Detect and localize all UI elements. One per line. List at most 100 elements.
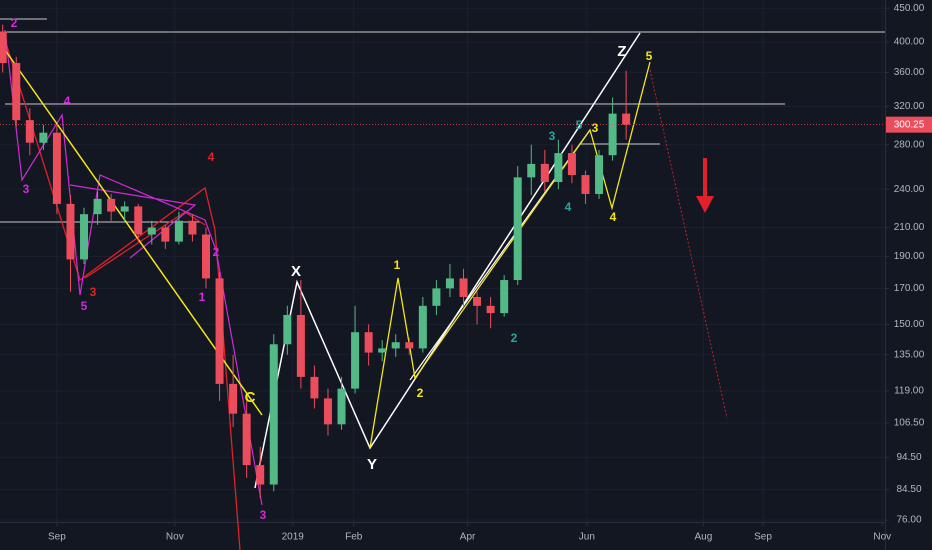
candle-body bbox=[432, 288, 441, 306]
candle-body bbox=[147, 227, 156, 235]
last-price-label: 300.25 bbox=[894, 119, 925, 130]
y-tick-label: 170.00 bbox=[894, 283, 925, 294]
candle-body bbox=[120, 206, 129, 212]
wave-label: 1 bbox=[199, 290, 206, 304]
candle-body bbox=[405, 342, 414, 349]
candle-body bbox=[229, 383, 238, 414]
candle-body bbox=[364, 332, 373, 353]
wave-line bbox=[4, 29, 263, 506]
candle-body bbox=[486, 305, 495, 314]
x-tick-label: Sep bbox=[48, 532, 66, 543]
candle-body bbox=[622, 113, 631, 125]
wave-label: 4 bbox=[565, 200, 572, 214]
candles bbox=[0, 24, 631, 499]
wave-line bbox=[369, 61, 651, 449]
y-tick-label: 280.00 bbox=[894, 139, 925, 150]
y-tick-label: 94.50 bbox=[896, 452, 921, 463]
y-tick-label: 400.00 bbox=[894, 37, 925, 48]
candle-body bbox=[310, 376, 319, 399]
candle-body bbox=[52, 132, 61, 204]
y-tick-label: 360.00 bbox=[894, 67, 925, 78]
candle-body bbox=[391, 342, 400, 349]
x-tick-label: Apr bbox=[460, 532, 476, 543]
candle-body bbox=[540, 163, 549, 183]
wave-label: 5 bbox=[576, 118, 583, 132]
wave-label: 5 bbox=[646, 49, 653, 63]
x-tick-label: Nov bbox=[873, 532, 891, 543]
wave-label: 3 bbox=[260, 508, 267, 522]
candle-body bbox=[527, 163, 536, 178]
wave-label: 5 bbox=[81, 299, 88, 313]
arrow-head bbox=[696, 196, 714, 213]
candle-body bbox=[581, 175, 590, 194]
candle-body bbox=[25, 120, 34, 143]
wave-label: C bbox=[245, 389, 256, 406]
candle-body bbox=[66, 203, 75, 260]
candle-body bbox=[0, 31, 7, 63]
candle-body bbox=[242, 413, 251, 466]
y-tick-label: 450.00 bbox=[894, 3, 925, 14]
x-tick-label: Sep bbox=[754, 532, 772, 543]
wave-label: 2 bbox=[213, 245, 220, 259]
wave-label: 2 bbox=[11, 16, 18, 30]
candle-body bbox=[554, 153, 563, 183]
wave-label: 4 bbox=[64, 94, 71, 108]
candle-body bbox=[500, 280, 509, 314]
wave-label: 3 bbox=[592, 121, 599, 135]
candle-body bbox=[567, 153, 576, 176]
x-tick-label: Jun bbox=[579, 532, 595, 543]
candle-body bbox=[256, 465, 265, 485]
last-price-tag bbox=[886, 116, 932, 133]
y-tick-label: 106.50 bbox=[894, 418, 925, 429]
candle-body bbox=[93, 198, 102, 215]
grid bbox=[0, 0, 885, 522]
y-tick-label: 84.50 bbox=[896, 484, 921, 495]
wave-label: 3 bbox=[23, 182, 30, 196]
y-tick-label: 190.00 bbox=[894, 251, 925, 262]
wave-label: X bbox=[291, 263, 301, 280]
x-tick-label: 2019 bbox=[282, 532, 305, 543]
y-tick-label: 135.00 bbox=[894, 349, 925, 360]
candle-body bbox=[39, 132, 48, 143]
candle-body bbox=[269, 344, 278, 485]
y-tick-label: 76.00 bbox=[896, 515, 921, 526]
wave-label: Z bbox=[617, 43, 626, 60]
candle-body bbox=[608, 113, 617, 156]
wave-label: 1 bbox=[394, 258, 401, 272]
candle-body bbox=[80, 214, 89, 260]
y-tick-label: 320.00 bbox=[894, 101, 925, 112]
candle-body bbox=[202, 234, 211, 279]
wave-label: 3 bbox=[549, 129, 556, 143]
candle-body bbox=[473, 296, 482, 306]
candle-body bbox=[134, 206, 143, 235]
x-tick-label: Nov bbox=[166, 532, 184, 543]
candle-body bbox=[378, 348, 387, 353]
y-tick-label: 119.00 bbox=[894, 386, 924, 397]
candle-body bbox=[459, 278, 468, 297]
wave-label: 4 bbox=[208, 150, 215, 164]
candle-body bbox=[296, 314, 305, 377]
wave-label: 3 bbox=[90, 285, 97, 299]
candle-body bbox=[513, 177, 522, 281]
projection-line bbox=[649, 69, 728, 419]
y-tick-label: 210.00 bbox=[894, 222, 925, 233]
wave-label: 4 bbox=[610, 210, 617, 224]
wave-label: 2 bbox=[417, 386, 424, 400]
candle-body bbox=[215, 278, 224, 384]
candle-body bbox=[323, 398, 332, 425]
wave-label: 2 bbox=[511, 331, 518, 345]
candle-body bbox=[418, 305, 427, 349]
candle-body bbox=[283, 314, 292, 345]
candle-body bbox=[595, 155, 604, 194]
y-tick-label: 150.00 bbox=[894, 319, 925, 330]
candle-body bbox=[12, 62, 21, 121]
x-tick-label: Feb bbox=[345, 532, 363, 543]
wave-label: Y bbox=[367, 456, 377, 473]
candle-body bbox=[107, 198, 116, 212]
y-tick-label: 240.00 bbox=[894, 184, 925, 195]
x-tick-label: Aug bbox=[694, 532, 712, 543]
candle-body bbox=[337, 388, 346, 425]
